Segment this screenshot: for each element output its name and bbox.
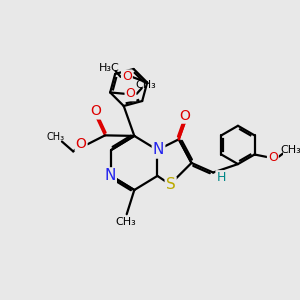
Text: CH₃: CH₃	[136, 80, 156, 90]
Text: H: H	[216, 171, 226, 184]
Text: CH₃: CH₃	[280, 145, 300, 155]
Text: CH₃: CH₃	[116, 217, 136, 227]
Text: S: S	[166, 177, 175, 192]
Text: O: O	[268, 151, 278, 164]
Text: O: O	[125, 87, 135, 100]
Text: O: O	[90, 104, 101, 118]
Text: O: O	[122, 70, 132, 83]
Text: O: O	[180, 109, 190, 123]
Text: N: N	[104, 168, 116, 183]
Text: H₃C: H₃C	[99, 63, 120, 74]
Text: O: O	[76, 137, 86, 151]
Text: N: N	[153, 142, 164, 158]
Text: CH₃: CH₃	[47, 132, 65, 142]
